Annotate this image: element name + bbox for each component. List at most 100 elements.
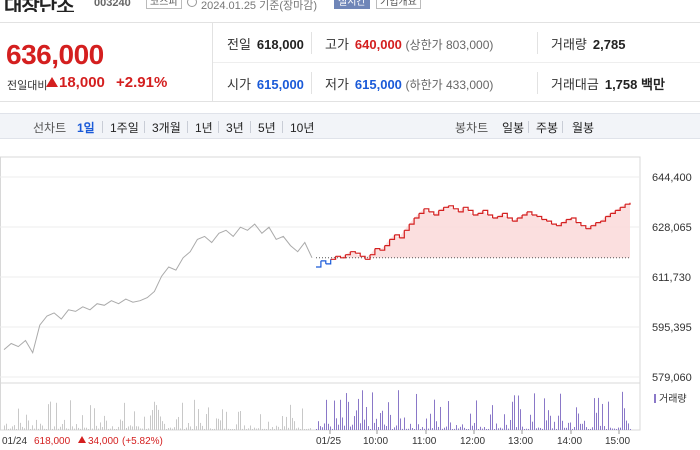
prev-volume-bar — [104, 415, 105, 430]
volume-bar — [366, 407, 367, 430]
prev-volume-bar — [186, 427, 187, 430]
tab-weekly-candle[interactable]: 주봉 — [536, 121, 559, 135]
volume-bar — [466, 428, 467, 430]
prev-volume-bar — [150, 415, 151, 430]
prev-volume-bar — [230, 428, 231, 430]
prev-volume-bar — [280, 428, 281, 430]
prev-volume-bar — [100, 422, 101, 430]
x-tick-label: 12:00 — [460, 436, 485, 447]
prev-volume-bar — [84, 427, 85, 430]
volume-bar — [578, 413, 579, 430]
volume-bar — [534, 393, 535, 430]
price-segment — [394, 234, 400, 238]
volume-bars — [4, 390, 631, 430]
volume-bar — [518, 395, 519, 430]
prev-volume-bar — [102, 427, 103, 430]
volume-bar — [542, 428, 543, 430]
tab-monthly-candle[interactable]: 월봉 — [572, 121, 595, 135]
prev-volume-bar — [300, 428, 301, 430]
prev-volume-bar — [218, 418, 219, 430]
prev-volume-bar — [36, 419, 37, 430]
prev-volume-bar — [40, 423, 41, 430]
y-tick-label: 595,395 — [652, 322, 692, 334]
volume-bar — [390, 414, 391, 430]
prev-volume-bar — [86, 427, 87, 430]
prev-volume-bar — [154, 401, 155, 430]
volume-bar — [414, 428, 415, 430]
prev-volume-bar — [220, 420, 221, 430]
stat-value: 2,785 — [592, 37, 626, 52]
prev-day-pct: (+5.82%) — [122, 436, 163, 447]
volume-bar — [420, 428, 421, 430]
tab-1y[interactable]: 1년 — [195, 121, 213, 135]
volume-bar — [334, 400, 335, 430]
tab-10y[interactable]: 10년 — [290, 121, 315, 135]
price-segment — [512, 218, 518, 222]
prev-volume-bar — [174, 427, 175, 430]
volume-bar — [462, 424, 463, 430]
volume-bar — [470, 413, 471, 430]
prev-volume-bar — [124, 402, 125, 430]
price-segment — [605, 213, 611, 218]
tab-3y[interactable]: 3년 — [226, 121, 244, 135]
price-segment — [345, 251, 351, 256]
prev-volume-bar — [82, 415, 83, 430]
tab-1w[interactable]: 1주일 — [110, 121, 139, 135]
volume-bar — [482, 428, 483, 430]
prev-volume-bar — [34, 428, 35, 430]
volume-bar — [582, 423, 583, 430]
realtime-button[interactable]: 실시간 — [334, 0, 370, 9]
volume-bar — [350, 426, 351, 430]
volume-bar — [624, 408, 625, 430]
volume-bar — [532, 421, 533, 430]
volume-bar — [598, 397, 599, 430]
prev-volume-bar — [288, 427, 289, 430]
price-segment — [448, 205, 454, 209]
stat-prev-close: 전일 618,000 — [227, 23, 304, 63]
prev-volume-bar — [176, 419, 177, 430]
price-segment — [320, 260, 327, 264]
volume-bar — [412, 428, 413, 430]
volume-bar — [430, 413, 431, 430]
prev-volume-bar — [210, 428, 211, 430]
candle-chart-label: 봉차트 — [455, 121, 489, 135]
company-overview-button[interactable]: 기업개요 — [376, 0, 421, 9]
volume-bar — [550, 415, 551, 430]
prev-volume-bar — [240, 411, 241, 430]
volume-bar — [544, 398, 545, 430]
stat-label: 저가 — [325, 77, 349, 92]
volume-bar — [364, 419, 365, 430]
tab-3m[interactable]: 3개월 — [152, 121, 181, 135]
tab-5y[interactable]: 5년 — [258, 121, 276, 135]
prev-day-change: 34,000 — [88, 436, 119, 447]
prev-volume-bar — [260, 414, 261, 430]
volume-bar — [596, 412, 597, 430]
prev-volume-bar — [78, 427, 79, 430]
tab-daily-candle[interactable]: 일봉 — [502, 121, 525, 135]
prev-volume-bar — [264, 428, 265, 430]
intraday-price-chart[interactable]: 644,400 628,065 611,730 595,395 579,060 01/2… — [0, 145, 700, 450]
volume-bar — [558, 415, 559, 430]
prev-volume-bar — [304, 428, 305, 430]
price-segment — [536, 215, 543, 220]
prev-volume-bar — [244, 425, 245, 430]
prev-volume-bar — [294, 421, 295, 430]
volume-bar — [436, 421, 437, 430]
volume-bar — [480, 426, 481, 430]
volume-bar — [348, 401, 349, 430]
price-stats: 전일 618,000 고가 640,000 (상한가 803,000) 거래량 2,7… — [212, 22, 700, 102]
current-price: 636,000 — [6, 39, 104, 70]
prev-volume-bar — [52, 428, 53, 430]
volume-bar — [408, 428, 409, 430]
prev-volume-bar — [6, 423, 7, 430]
x-tick-label: 01/25 — [316, 436, 341, 447]
volume-bar — [394, 427, 395, 430]
price-segment — [561, 219, 567, 224]
stat-value: 618,000 — [256, 37, 304, 52]
tab-1d[interactable]: 1일 — [77, 121, 95, 135]
stat-value: 1,758 — [604, 77, 638, 92]
volume-bar — [326, 399, 327, 430]
prev-volume-bar — [152, 410, 153, 430]
volume-bar — [512, 401, 513, 430]
prev-volume-bar — [172, 428, 173, 430]
